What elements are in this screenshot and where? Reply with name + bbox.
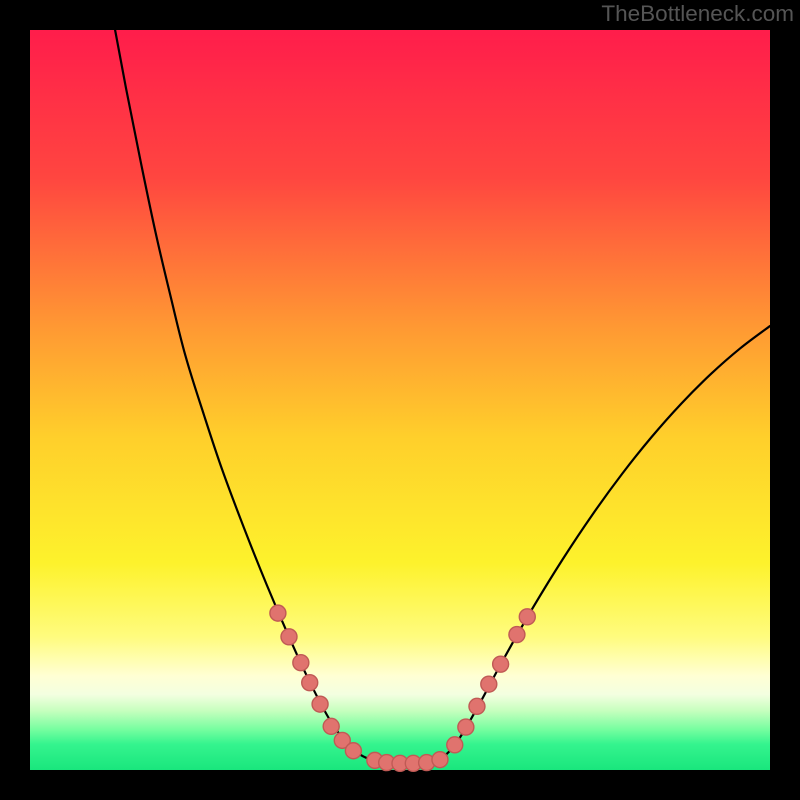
bottleneck-chart [0, 0, 800, 800]
marker-point [481, 676, 497, 692]
plot-background [30, 30, 770, 770]
marker-point [312, 696, 328, 712]
marker-point [293, 655, 309, 671]
marker-point [509, 627, 525, 643]
marker-point [323, 718, 339, 734]
marker-point [270, 605, 286, 621]
marker-point [469, 698, 485, 714]
marker-point [447, 737, 463, 753]
marker-point [432, 752, 448, 768]
marker-point [519, 609, 535, 625]
marker-point [345, 743, 361, 759]
marker-point [281, 629, 297, 645]
marker-point [458, 719, 474, 735]
marker-point [493, 656, 509, 672]
marker-point [302, 675, 318, 691]
watermark-text: TheBottleneck.com [601, 0, 794, 28]
